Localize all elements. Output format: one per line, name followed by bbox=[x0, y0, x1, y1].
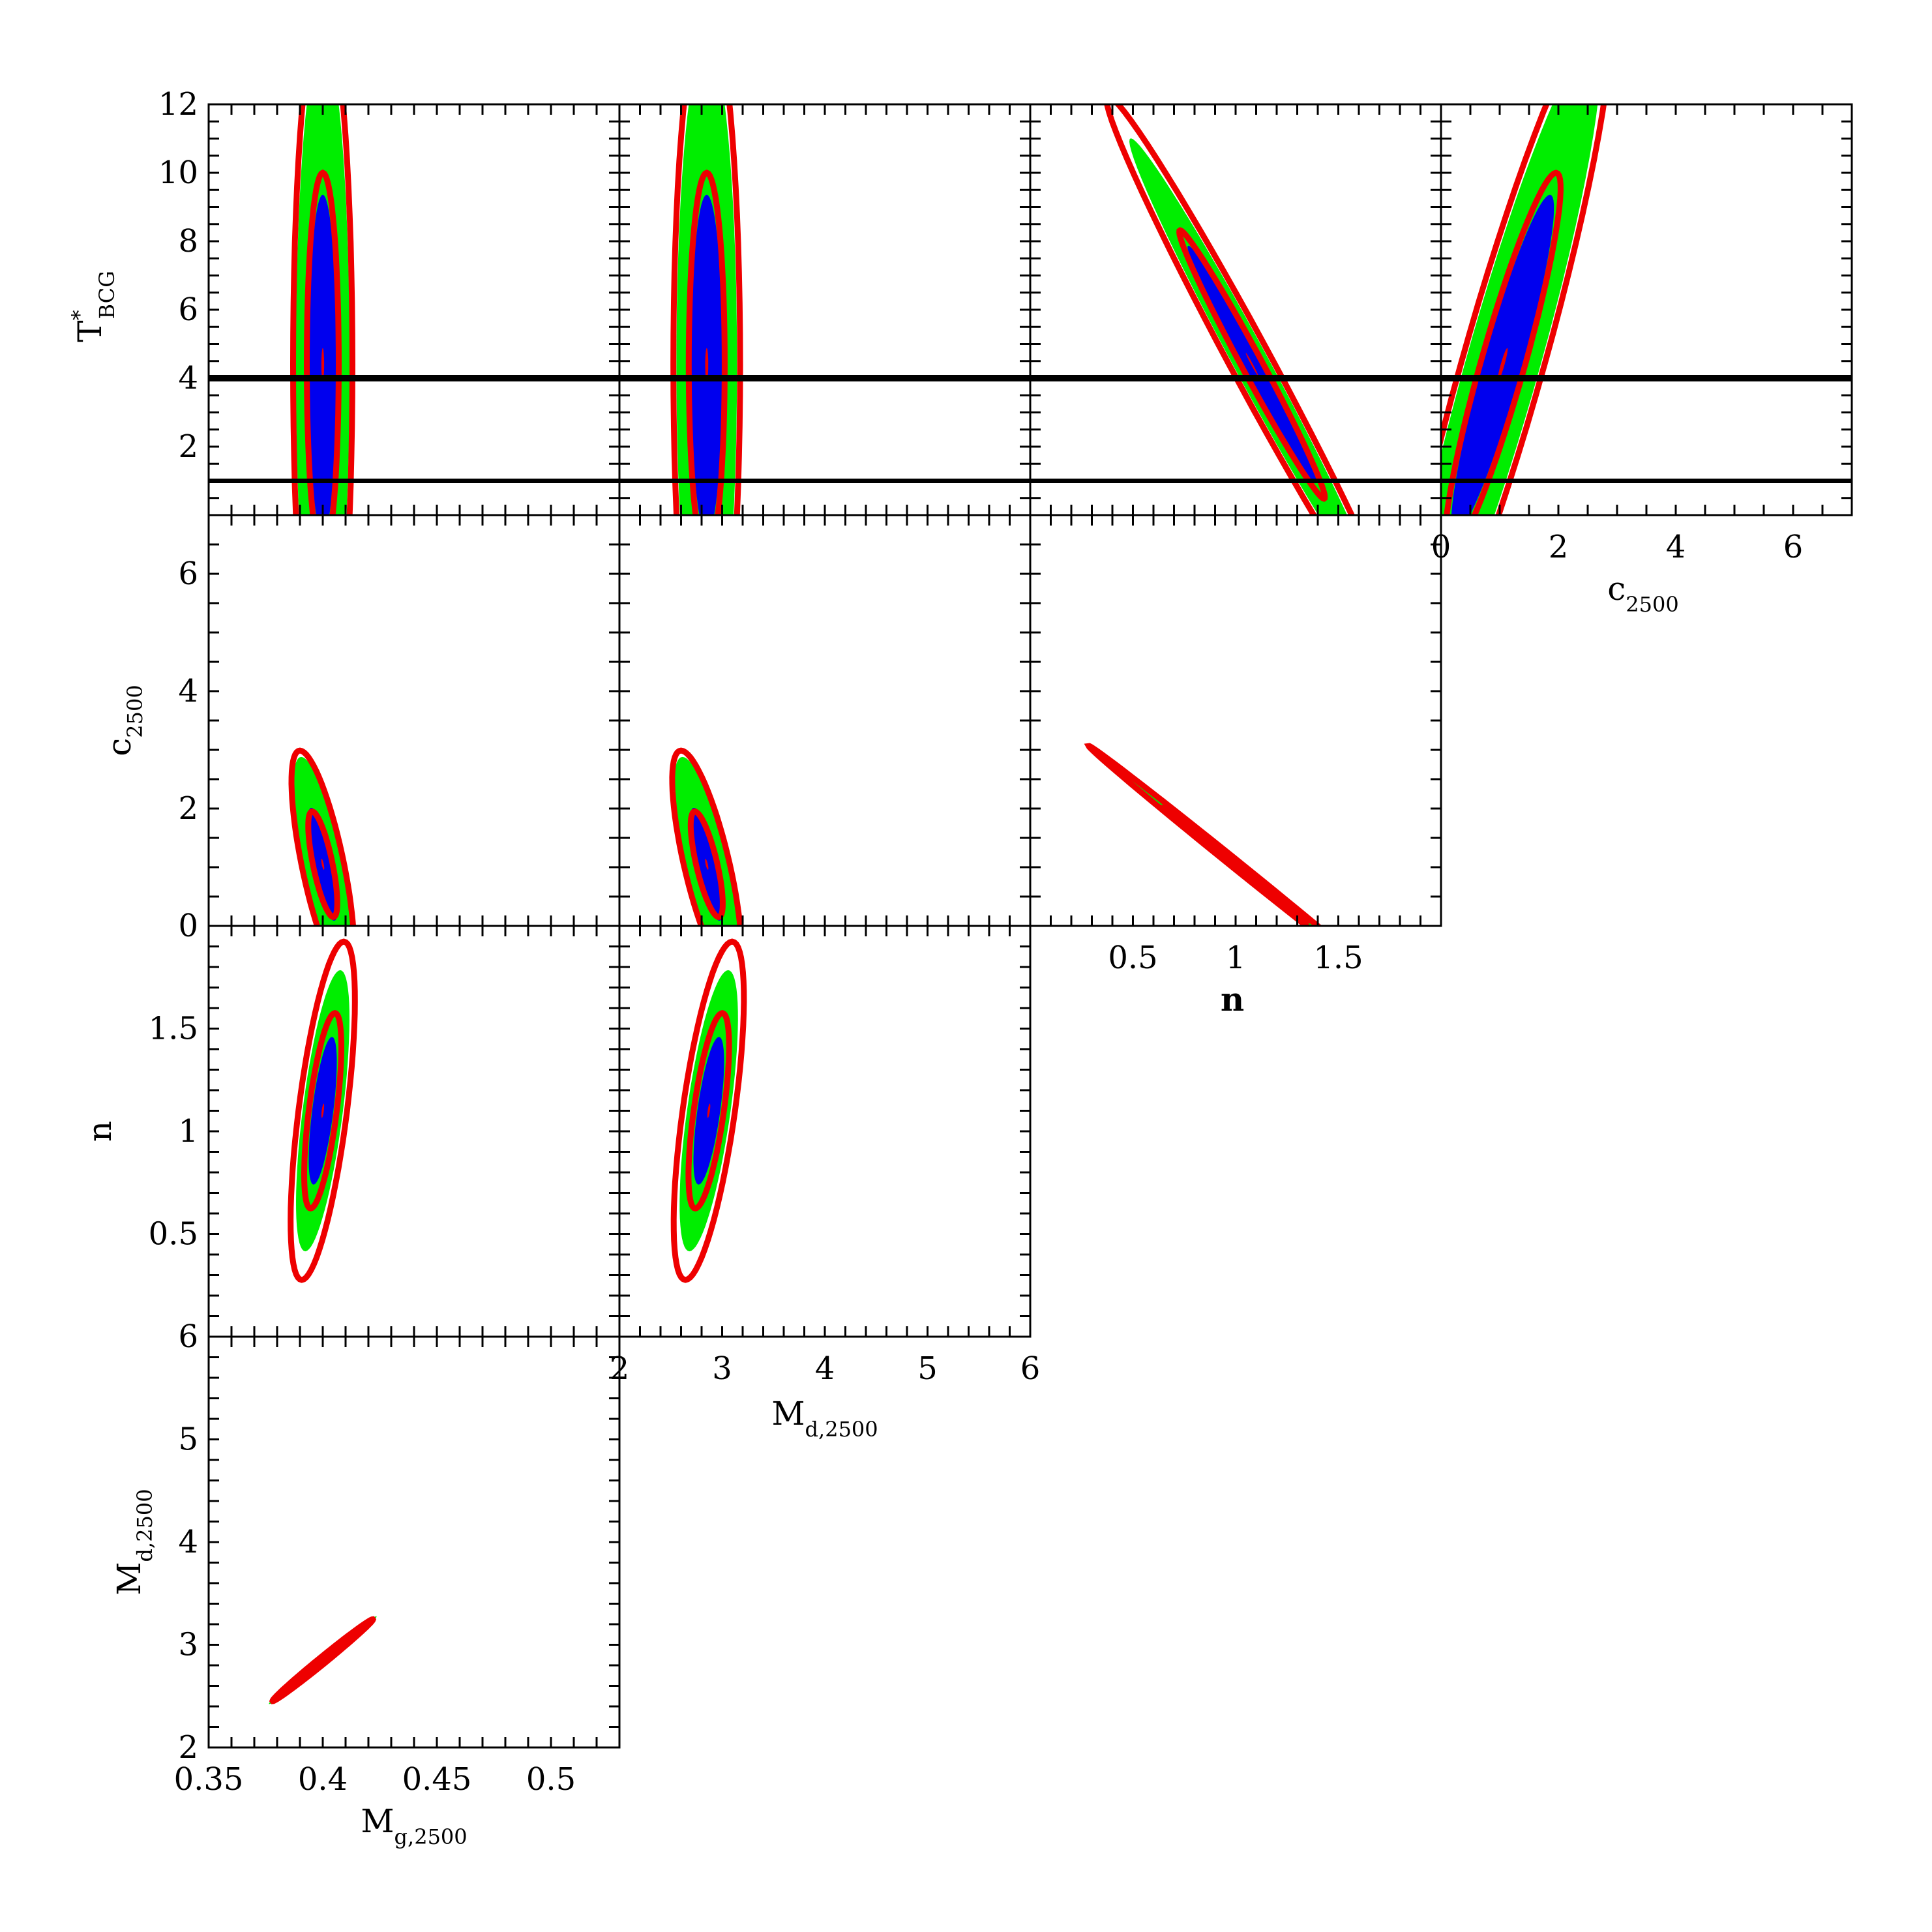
x-tick-label: 5 bbox=[917, 1350, 938, 1387]
y-tick-label: 1.5 bbox=[149, 1011, 198, 1047]
x-tick-label: 3 bbox=[712, 1350, 732, 1387]
best-fit-marker bbox=[705, 859, 709, 870]
x-tick-label: 0.5 bbox=[1108, 940, 1157, 976]
contour-outer bbox=[669, 747, 743, 926]
x-tick-label: 0 bbox=[1431, 529, 1451, 565]
contour-inner bbox=[303, 169, 342, 515]
best-fit-marker bbox=[321, 1103, 325, 1118]
panel-Md-T bbox=[618, 103, 1032, 516]
y-tick-label: 10 bbox=[158, 155, 198, 191]
y-tick-label: 2 bbox=[178, 790, 198, 827]
contour-inner bbox=[1160, 805, 1311, 924]
panels-layer: 0.35 0.4 0.45 0.52 3 4 5 60.5 1 1.50 2 4 62468101202… bbox=[149, 86, 1853, 1798]
svg-text:n: n bbox=[81, 1121, 119, 1142]
x-label-Mg: Mg,2500 bbox=[361, 1802, 467, 1849]
y-label-n: n bbox=[81, 1121, 119, 1142]
contour-outer bbox=[290, 104, 356, 515]
contour-outer bbox=[1084, 743, 1322, 926]
x-tick-label: 2 bbox=[610, 1350, 630, 1387]
contour-inner bbox=[294, 1637, 351, 1684]
x-tick-label: 0.45 bbox=[402, 1761, 472, 1798]
best-fit-marker bbox=[1497, 348, 1508, 381]
y-label-Md: Md,2500 bbox=[110, 1489, 157, 1595]
y-tick-label: 0 bbox=[178, 908, 198, 944]
panel-Md-c bbox=[618, 514, 1032, 927]
y-label-c: c2500 bbox=[100, 685, 147, 756]
panel-n-T bbox=[1029, 103, 1442, 516]
x-tick-label: 1 bbox=[1226, 940, 1246, 976]
x-tick-label: 6 bbox=[1020, 1350, 1041, 1387]
x-tick-label: 1.5 bbox=[1313, 940, 1363, 976]
confidence-region-inner bbox=[1451, 194, 1554, 515]
contour-inner bbox=[1176, 227, 1328, 502]
panel-Mg-T bbox=[207, 103, 621, 516]
x-tick-label: 6 bbox=[1783, 529, 1804, 565]
panel-c-T bbox=[1440, 103, 1853, 516]
best-fit-marker bbox=[705, 348, 709, 381]
y-label-T: T* BCG bbox=[67, 271, 119, 342]
best-fit-marker bbox=[707, 1103, 711, 1118]
x-tick-label: 0.35 bbox=[174, 1761, 244, 1798]
x-label-c: c2500 bbox=[1607, 570, 1678, 617]
contour-inner bbox=[685, 170, 728, 515]
y-tick-label: 2 bbox=[178, 1729, 198, 1766]
y-tick-label: 2 bbox=[178, 428, 198, 465]
x-tick-label: 4 bbox=[1666, 529, 1686, 565]
x-label-n: n bbox=[1221, 980, 1244, 1018]
contour-inner bbox=[305, 808, 340, 921]
svg-text:c2500: c2500 bbox=[100, 685, 147, 756]
contour-inner bbox=[685, 1010, 732, 1211]
y-tick-label: 4 bbox=[178, 1524, 198, 1560]
panel-frame bbox=[207, 925, 621, 1338]
y-tick-label: 6 bbox=[178, 556, 198, 592]
contour-outer bbox=[670, 104, 743, 515]
x-tick-label: 0.4 bbox=[298, 1761, 348, 1798]
y-tick-label: 1 bbox=[178, 1113, 198, 1150]
x-tick-label: 2 bbox=[1549, 529, 1569, 565]
y-tick-label: 6 bbox=[178, 1318, 198, 1355]
panel-Md-n bbox=[618, 925, 1032, 1338]
best-fit-marker bbox=[320, 1657, 326, 1663]
best-fit-marker bbox=[321, 859, 325, 870]
x-tick-label: 0.5 bbox=[526, 1761, 576, 1798]
y-tick-label: 5 bbox=[178, 1421, 198, 1458]
y-tick-label: 3 bbox=[178, 1627, 198, 1663]
y-tick-label: 12 bbox=[158, 86, 198, 123]
contour-outer bbox=[670, 938, 747, 1283]
best-fit-marker bbox=[1228, 859, 1243, 870]
panel-Mg-Md bbox=[207, 1335, 621, 1749]
y-tick-label: 4 bbox=[178, 673, 198, 709]
y-tick-label: 6 bbox=[178, 291, 198, 328]
svg-text:T*BCG: T* BCG bbox=[67, 271, 119, 342]
contour-outer bbox=[288, 747, 357, 926]
x-label-Md: Md,2500 bbox=[771, 1395, 878, 1442]
y-tick-label: 8 bbox=[178, 223, 198, 260]
contour-inner bbox=[301, 1009, 345, 1212]
y-tick-label: 0.5 bbox=[149, 1216, 198, 1253]
panel-frame bbox=[207, 1335, 621, 1749]
contour-outer bbox=[1441, 104, 1607, 515]
svg-text:Md,2500: Md,2500 bbox=[110, 1489, 157, 1595]
panel-n-c bbox=[1029, 514, 1442, 927]
best-fit-marker bbox=[1245, 353, 1258, 376]
contour-outer bbox=[288, 938, 358, 1283]
panel-Mg-c bbox=[207, 514, 621, 927]
y-tick-label: 4 bbox=[178, 360, 198, 396]
panel-frame bbox=[207, 514, 621, 927]
panel-frame bbox=[207, 103, 621, 516]
contour-outer bbox=[1104, 104, 1356, 515]
best-fit-marker bbox=[321, 348, 325, 381]
panel-Mg-n bbox=[207, 925, 621, 1338]
contour-inner bbox=[687, 809, 726, 920]
contour-inner bbox=[1444, 170, 1564, 515]
x-tick-label: 4 bbox=[815, 1350, 835, 1387]
